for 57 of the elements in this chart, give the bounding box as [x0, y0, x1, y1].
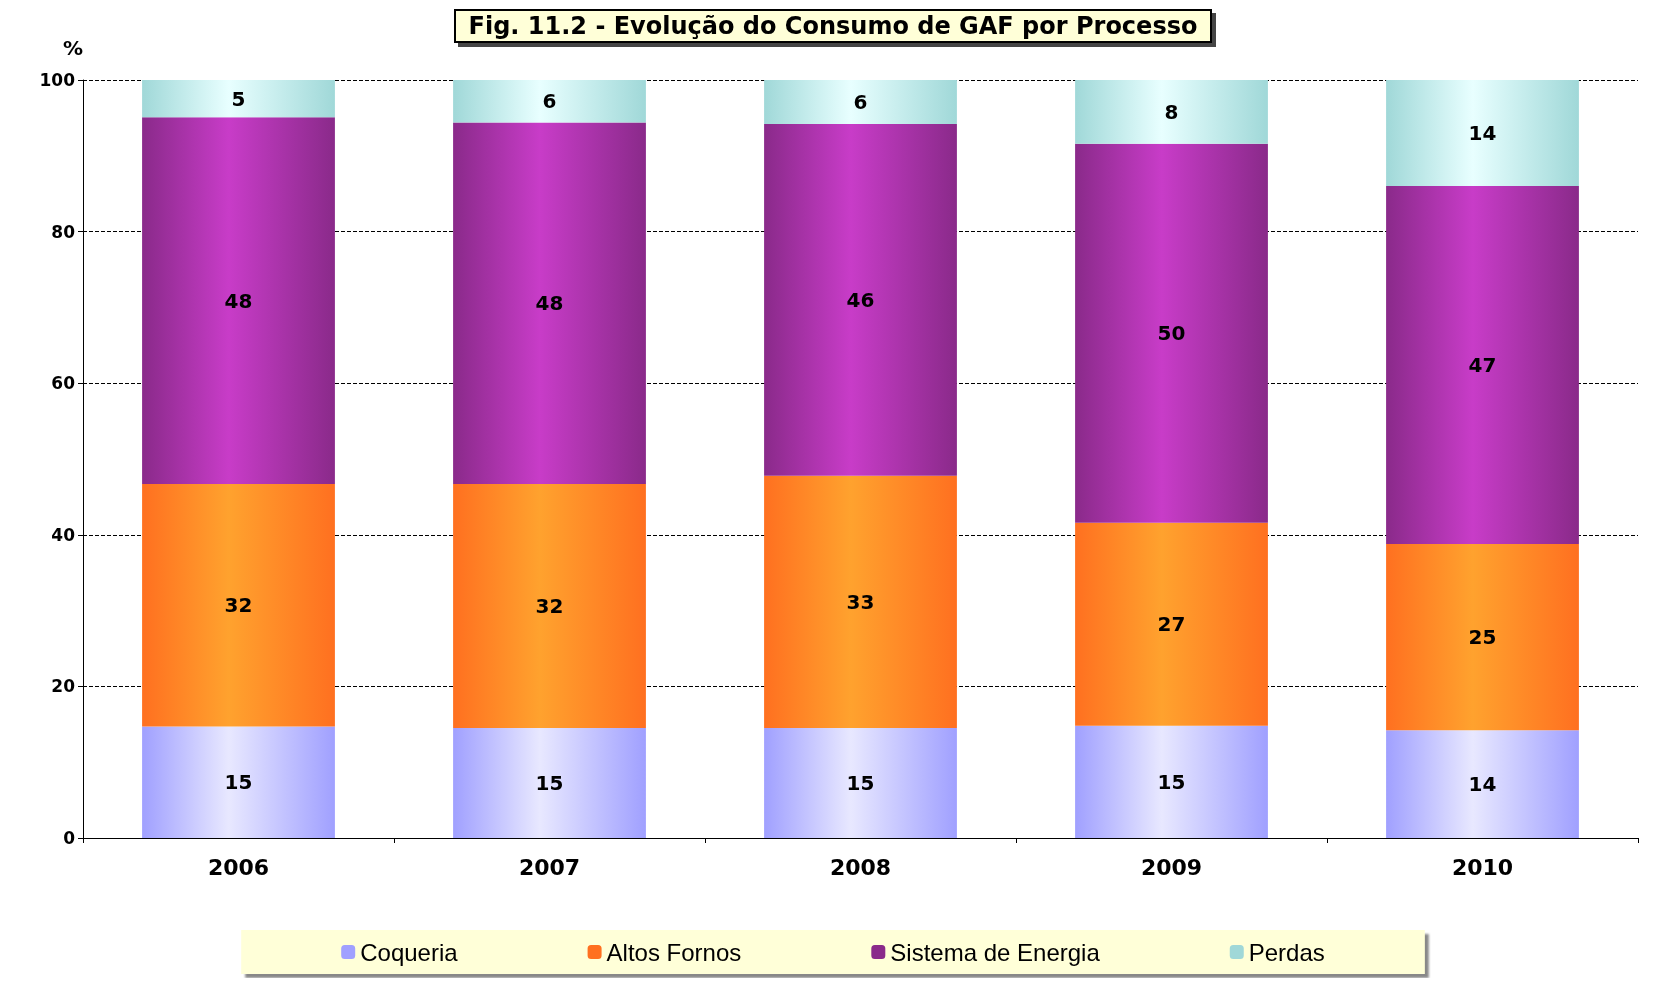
bar: [453, 80, 646, 123]
y-tick-label: 40: [51, 524, 76, 545]
data-label: 48: [224, 288, 253, 313]
data-label: 27: [1157, 612, 1186, 637]
legend-label: Perdas: [1248, 938, 1325, 966]
data-label: 6: [853, 89, 868, 114]
data-label: 15: [224, 770, 253, 795]
data-label: 15: [846, 771, 875, 796]
x-tick-label: 2009: [1140, 854, 1203, 880]
bar: [1386, 80, 1579, 187]
bar: [1386, 730, 1579, 838]
bar: [764, 80, 957, 124]
bar: [142, 117, 335, 485]
data-label: 47: [1468, 353, 1497, 378]
data-label: 8: [1164, 99, 1179, 124]
y-tick-label: 100: [39, 70, 76, 90]
bar: [764, 123, 957, 476]
data-label: 15: [1157, 769, 1186, 794]
bar: [453, 122, 646, 485]
legend-label: Sistema de Energia: [890, 938, 1101, 966]
data-label: 32: [535, 594, 564, 619]
bar: [1386, 543, 1579, 731]
bar: [142, 726, 335, 838]
data-label: 46: [846, 287, 875, 312]
bar: [1386, 186, 1579, 544]
data-label: 5: [231, 86, 246, 111]
data-label: 32: [224, 593, 253, 618]
bar: [142, 484, 335, 727]
legend-label: Altos Fornos: [606, 938, 742, 966]
y-axis-title: %: [62, 36, 83, 60]
y-tick-label: 0: [63, 828, 76, 848]
x-tick-label: 2006: [207, 854, 270, 880]
bar: [1075, 143, 1268, 523]
x-tick-label: 2008: [829, 854, 892, 880]
data-label: 15: [535, 771, 564, 796]
bar: [764, 475, 957, 729]
bar: [764, 728, 957, 838]
x-tick-label: 2010: [1451, 854, 1514, 880]
data-label: 33: [846, 589, 875, 614]
bar: [453, 484, 646, 729]
bar: [1075, 522, 1268, 726]
data-label: 25: [1468, 625, 1497, 650]
bar: [142, 80, 335, 118]
bar: [1075, 725, 1268, 838]
bar: [1075, 80, 1268, 144]
data-label: 14: [1468, 121, 1497, 146]
data-label: 48: [535, 291, 564, 316]
chart-title: Fig. 11.2 - Evolução do Consumo de GAF por Processo: [468, 12, 1198, 40]
y-tick-label: 60: [51, 373, 76, 394]
legend-label: Coqueria: [360, 938, 459, 966]
x-tick-label: 2007: [518, 854, 581, 880]
data-label: 50: [1157, 321, 1186, 346]
bar: [453, 728, 646, 838]
data-label: 14: [1468, 772, 1497, 797]
data-label: 6: [542, 89, 557, 114]
y-tick-label: 80: [51, 221, 76, 242]
y-tick-label: 20: [51, 676, 76, 697]
